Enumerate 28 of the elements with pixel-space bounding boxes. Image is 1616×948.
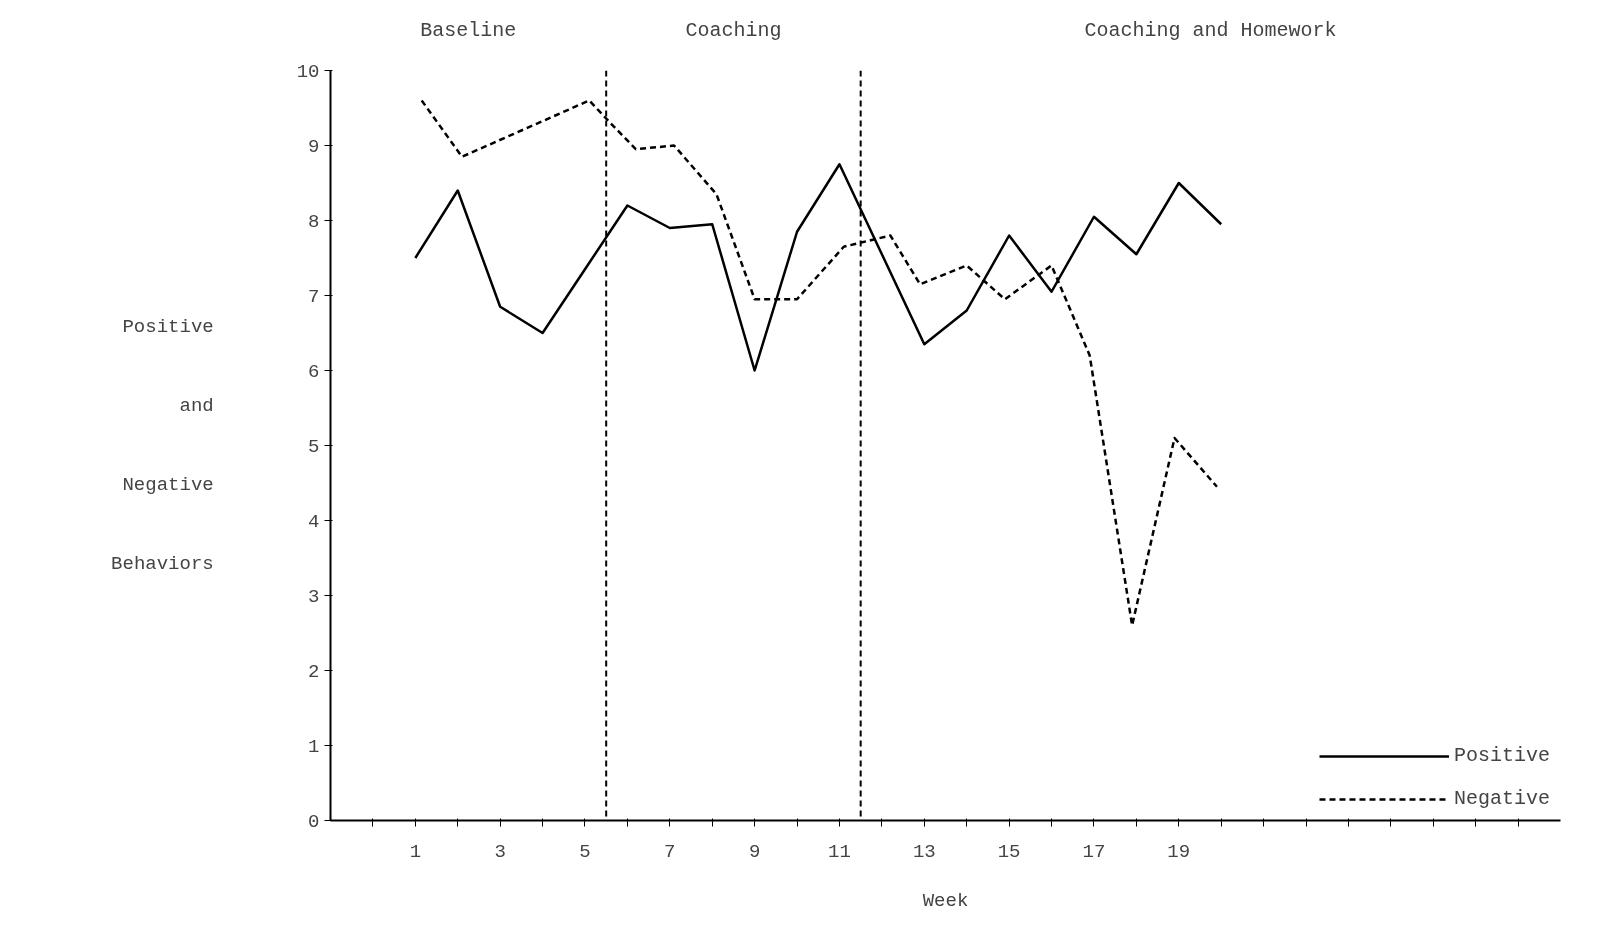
x-tick-label: 19 [1167, 840, 1191, 863]
text: Baseline [420, 19, 517, 42]
y-tick-label: 4 [308, 510, 320, 533]
text: Negative [1453, 787, 1550, 810]
y-tick-label: 0 [308, 810, 320, 833]
y-tick-label: 1 [308, 735, 320, 758]
y-tick-label: 7 [308, 285, 320, 308]
y-tick-label: 2 [308, 660, 320, 683]
y-tick-label: 8 [308, 210, 320, 233]
x-tick-label: 7 [664, 840, 676, 863]
x-tick-label: 5 [579, 840, 591, 863]
text: Coaching [685, 19, 782, 42]
x-tick-label: 11 [828, 840, 851, 863]
text: Positive [1453, 744, 1550, 767]
text: Coaching and Homework [1084, 19, 1337, 42]
x-tick-label: 9 [748, 840, 761, 863]
x-axis-title: Week [922, 889, 969, 912]
y-tick-label: 6 [308, 360, 320, 383]
x-tick-label: 17 [1082, 840, 1106, 863]
text: Positive and Negative Behaviors [111, 315, 214, 576]
x-tick-label: 15 [997, 840, 1021, 863]
y-tick-label: 3 [308, 585, 320, 608]
x-tick-label: 3 [494, 840, 506, 863]
y-tick-label: 5 [308, 435, 320, 458]
x-tick-label: 1 [409, 840, 422, 863]
y-tick-label: 10 [296, 60, 320, 83]
y-tick-label: 9 [308, 135, 320, 158]
x-tick-label: 13 [912, 840, 936, 863]
